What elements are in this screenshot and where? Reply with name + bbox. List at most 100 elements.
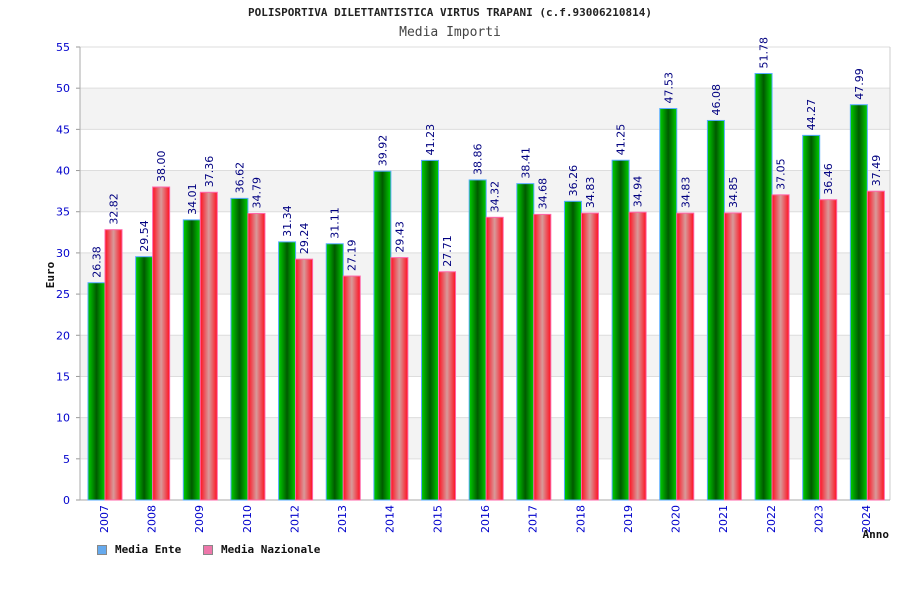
legend-label: Media Ente: [115, 543, 182, 556]
data-label: 46.08: [710, 84, 723, 116]
bar-media-nazionale: [580, 212, 599, 501]
y-axis-label: Euro: [44, 261, 57, 288]
x-tick-label: 2019: [622, 505, 635, 533]
data-label: 34.83: [584, 177, 597, 209]
y-tick-label: 25: [56, 288, 70, 301]
y-tick-label: 5: [63, 453, 70, 466]
data-label: 27.71: [441, 235, 454, 267]
y-tick-label: 40: [56, 165, 70, 178]
x-tick-label: 2009: [193, 505, 206, 533]
x-tick-label: 2010: [241, 505, 254, 533]
bar-media-nazionale: [295, 258, 314, 501]
bar-media-nazionale: [247, 212, 266, 501]
bar-media-nazionale: [628, 211, 647, 501]
legend-swatch: [203, 544, 213, 555]
data-label: 39.92: [376, 135, 389, 167]
x-tick-label: 2017: [527, 505, 540, 533]
bar-media-ente: [516, 183, 535, 501]
data-label: 38.86: [472, 143, 485, 175]
bar-media-ente: [421, 159, 440, 501]
bar-media-nazionale: [199, 191, 218, 501]
data-label: 51.78: [758, 37, 771, 69]
data-label: 37.49: [870, 155, 883, 187]
bar-media-ente: [706, 119, 725, 501]
data-label: 26.38: [91, 246, 104, 278]
data-label: 47.99: [853, 68, 866, 100]
y-tick-label: 50: [56, 82, 70, 95]
x-tick-label: 2014: [384, 505, 397, 533]
y-tick-label: 35: [56, 206, 70, 219]
y-tick-label: 55: [56, 41, 70, 54]
y-tick-label: 45: [56, 123, 70, 136]
bar-media-nazionale: [533, 213, 552, 501]
bar-media-nazionale: [438, 271, 457, 501]
x-tick-label: 2024: [860, 505, 873, 533]
chart-title: POLISPORTIVA DILETTANTISTICA VIRTUS TRAP…: [248, 6, 652, 19]
bar-media-ente: [373, 170, 392, 501]
bar-media-nazionale: [485, 216, 504, 501]
bar-media-nazionale: [866, 190, 885, 501]
data-label: 38.00: [155, 151, 168, 183]
y-tick-label: 10: [56, 412, 70, 425]
bar-media-nazionale: [152, 186, 171, 501]
x-tick-label: 2023: [813, 505, 826, 533]
legend-swatch: [97, 544, 107, 555]
data-label: 29.43: [393, 221, 406, 253]
legend-item-media-ente: Media Ente: [97, 543, 181, 556]
data-label: 47.53: [662, 72, 675, 104]
data-label: 36.46: [822, 163, 835, 195]
bar-media-ente: [611, 159, 630, 501]
bar-media-nazionale: [723, 212, 742, 501]
y-tick-label: 20: [56, 329, 70, 342]
bar-media-nazionale: [819, 199, 838, 501]
data-label: 31.34: [281, 205, 294, 237]
x-tick-label: 2018: [574, 505, 587, 533]
bar-media-ente: [754, 73, 773, 501]
x-tick-label: 2013: [336, 505, 349, 533]
bar-media-nazionale: [104, 229, 123, 501]
bar-media-ente: [87, 282, 106, 501]
data-label: 36.26: [567, 165, 580, 197]
data-label: 34.79: [250, 177, 263, 209]
bar-media-ente: [468, 179, 487, 501]
bar-media-ente: [659, 108, 678, 501]
data-label: 38.41: [519, 147, 532, 179]
bar-media-ente: [849, 104, 868, 501]
bar-media-ente: [802, 134, 821, 501]
data-label: 37.36: [203, 156, 216, 188]
bar-media-ente: [278, 241, 297, 501]
bar-media-ente: [135, 256, 154, 501]
y-tick-label: 15: [56, 370, 70, 383]
data-label: 29.54: [138, 220, 151, 252]
data-label: 41.23: [424, 124, 437, 156]
bar-media-nazionale: [390, 257, 409, 501]
data-label: 29.24: [298, 223, 311, 255]
chart-subtitle: Media Importi: [399, 25, 501, 40]
x-tick-label: 2007: [98, 505, 111, 533]
data-label: 31.11: [329, 207, 342, 239]
data-label: 44.27: [805, 99, 818, 131]
x-tick-label: 2022: [765, 505, 778, 533]
data-label: 34.85: [727, 176, 740, 208]
legend-label: Media Nazionale: [221, 543, 321, 556]
x-tick-label: 2012: [288, 505, 301, 533]
x-tick-label: 2015: [431, 505, 444, 533]
y-tick-label: 30: [56, 247, 70, 260]
data-label: 27.19: [346, 240, 359, 272]
bar-media-ente: [230, 197, 249, 501]
legend-item-media-nazionale: Media Nazionale: [203, 543, 320, 556]
x-tick-label: 2021: [717, 505, 730, 533]
data-label: 41.25: [615, 124, 628, 156]
x-tick-label: 2020: [670, 505, 683, 533]
bar-media-ente: [182, 219, 201, 501]
data-label: 36.62: [233, 162, 246, 193]
bar-media-nazionale: [676, 212, 695, 501]
data-label: 34.68: [536, 178, 549, 210]
data-label: 37.05: [775, 158, 788, 190]
bar-media-ente: [325, 243, 344, 501]
bar-media-ente: [563, 200, 582, 501]
data-label: 34.01: [186, 183, 199, 215]
data-label: 34.83: [679, 177, 692, 209]
x-tick-label: 2016: [479, 505, 492, 533]
